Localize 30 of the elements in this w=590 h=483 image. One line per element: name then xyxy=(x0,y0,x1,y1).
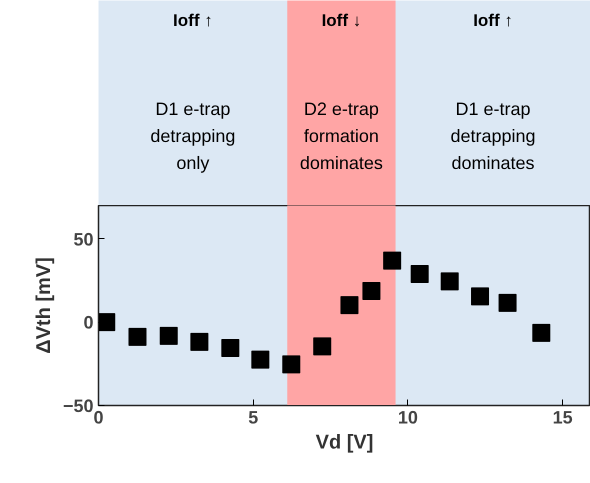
point xyxy=(128,328,146,346)
point xyxy=(313,337,332,356)
y-axis-title: ΔVth [mV] xyxy=(32,257,55,354)
point xyxy=(282,355,300,374)
x-tick-label: 10 xyxy=(398,408,418,428)
point xyxy=(440,272,459,290)
point xyxy=(340,296,358,314)
point xyxy=(160,326,178,345)
text: D1 e-trap detrapping dominates xyxy=(450,98,536,173)
text: D2 e-trap formation dominates xyxy=(300,98,383,173)
text: D1 e-trap detrapping only xyxy=(150,98,236,173)
point xyxy=(383,252,402,270)
x-axis-title: Vd [V] xyxy=(316,432,374,454)
y-tick-label: 50 xyxy=(73,229,94,250)
x-tick-label: 15 xyxy=(552,408,573,428)
point xyxy=(498,294,517,312)
point xyxy=(532,324,550,342)
point xyxy=(221,339,240,357)
x-tick-label: 5 xyxy=(248,408,258,428)
y-tick-label: −50 xyxy=(62,396,94,416)
point xyxy=(410,265,429,283)
text: Ioff ↓ xyxy=(322,10,362,30)
point xyxy=(251,350,270,369)
y-tick-label: 0 xyxy=(83,312,94,333)
text: Ioff ↑ xyxy=(473,10,513,30)
text: Ioff ↑ xyxy=(173,10,213,30)
point xyxy=(471,287,490,306)
point xyxy=(362,282,380,300)
point xyxy=(98,313,116,332)
point xyxy=(190,332,208,351)
